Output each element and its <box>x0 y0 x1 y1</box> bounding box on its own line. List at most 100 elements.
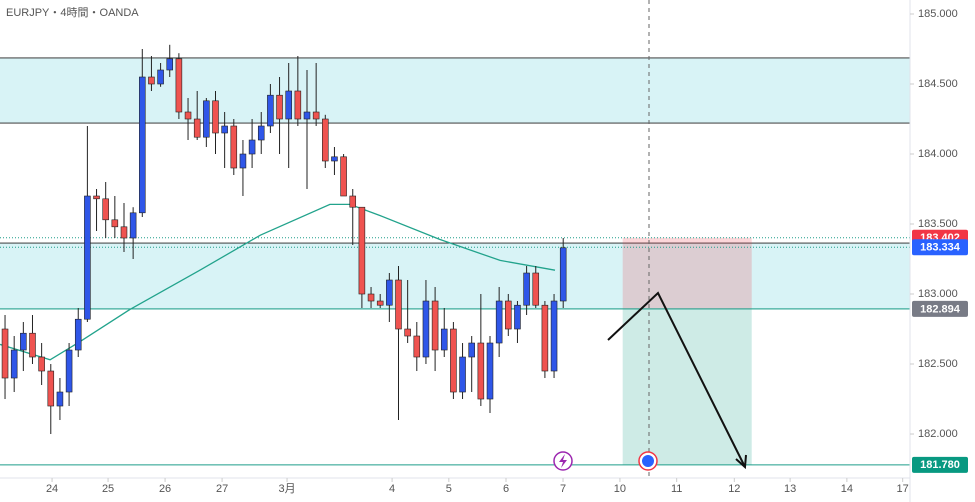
candle-body <box>38 356 45 372</box>
price-badge-label: 183.334 <box>920 242 961 254</box>
x-tick-label: 26 <box>159 483 171 495</box>
candle-body <box>422 300 430 358</box>
x-tick-label: 10 <box>614 483 626 495</box>
y-tick-label: 183.500 <box>918 218 958 230</box>
price-badge <box>912 239 968 256</box>
x-tick-label: 7 <box>560 483 566 495</box>
candle-body <box>10 349 18 379</box>
candle-body <box>386 279 393 306</box>
zone <box>0 57 910 124</box>
price-badge-label: 181.780 <box>920 459 960 471</box>
candle-body <box>221 125 228 134</box>
candle-body <box>349 195 357 208</box>
candle-body <box>193 118 201 138</box>
y-tick-label: 184.000 <box>918 148 958 160</box>
price-badge <box>912 456 968 473</box>
candle-body <box>331 156 338 162</box>
candle-body <box>120 226 128 239</box>
candle-body <box>294 90 302 120</box>
candle-body <box>322 118 329 162</box>
candle-body <box>148 76 155 85</box>
candle-body <box>541 304 549 372</box>
x-tick-label: 11 <box>671 483 682 495</box>
candle-body <box>285 90 292 120</box>
y-tick-label: 184.500 <box>918 78 958 90</box>
candle-body <box>111 219 119 228</box>
candle-body <box>550 300 558 372</box>
candle-body <box>395 279 402 330</box>
candle-body <box>468 342 475 358</box>
candle-body <box>129 212 137 239</box>
candle-body <box>413 335 421 358</box>
x-tick-label: 17 <box>897 483 909 495</box>
candle-body <box>267 94 274 127</box>
candle-body <box>495 300 503 344</box>
x-tick-label: 13 <box>784 483 796 495</box>
candle-body <box>459 356 466 393</box>
candle-body <box>166 58 174 71</box>
arrow-head <box>735 454 747 470</box>
chart-title: EURJPY・4時間・OANDA <box>6 6 139 19</box>
candle-body <box>56 391 64 407</box>
x-tick-label: 27 <box>216 483 228 495</box>
candle-body <box>139 76 146 214</box>
candle-body <box>1 328 9 379</box>
price-badge <box>912 300 968 317</box>
candle-body <box>175 58 183 113</box>
candle-body <box>514 304 521 330</box>
candle-body <box>29 332 36 358</box>
candle-body <box>559 247 567 302</box>
x-tick-label: 4 <box>389 483 395 495</box>
candle-body <box>84 195 91 320</box>
candle-body <box>203 100 210 138</box>
news-icon-inner <box>642 455 654 467</box>
candle-body <box>74 318 82 351</box>
plot-area <box>0 44 910 466</box>
candle-body <box>376 300 384 306</box>
x-tick-label: 3月 <box>278 483 295 495</box>
stop-zone <box>622 237 752 309</box>
candle-body <box>212 100 219 134</box>
candle-body <box>303 111 311 120</box>
candle-body <box>340 156 347 197</box>
x-tick-label: 12 <box>728 483 740 495</box>
candle-body <box>257 125 265 141</box>
candle-body <box>65 349 73 393</box>
candle-body <box>367 293 375 302</box>
candle-body <box>404 328 411 337</box>
y-tick-label: 182.000 <box>918 428 958 440</box>
candle-body <box>47 370 55 407</box>
candle-body <box>358 206 366 295</box>
candle-body <box>248 139 256 155</box>
lightning-icon <box>559 454 567 468</box>
x-tick-label: 6 <box>503 483 509 495</box>
candle-body <box>532 272 540 306</box>
candle-body <box>477 342 485 400</box>
candle-body <box>184 111 192 120</box>
candle-body <box>440 328 448 351</box>
price-badge-label: 182.894 <box>920 303 961 315</box>
candle-body <box>276 94 283 120</box>
candle-body <box>523 272 530 306</box>
candle-body <box>20 332 27 351</box>
y-tick-label: 185.000 <box>918 8 958 20</box>
candle-body <box>239 153 247 169</box>
candle-body <box>431 300 439 351</box>
candle-body <box>230 125 238 169</box>
zone <box>0 243 910 309</box>
candle-body <box>505 300 512 330</box>
candle-body <box>157 69 164 85</box>
forecast-arrow <box>607 291 746 468</box>
x-tick-label: 14 <box>841 483 853 495</box>
candle-body <box>486 342 494 400</box>
x-tick-label: 24 <box>46 483 58 495</box>
candle-body <box>93 195 100 200</box>
candle-body <box>312 111 320 120</box>
candle-body <box>102 198 109 221</box>
x-tick-label: 5 <box>446 483 452 495</box>
y-tick-label: 182.500 <box>918 358 958 370</box>
x-tick-label: 25 <box>102 483 114 495</box>
y-tick-label: 183.000 <box>918 288 958 300</box>
candle-body <box>450 328 457 393</box>
